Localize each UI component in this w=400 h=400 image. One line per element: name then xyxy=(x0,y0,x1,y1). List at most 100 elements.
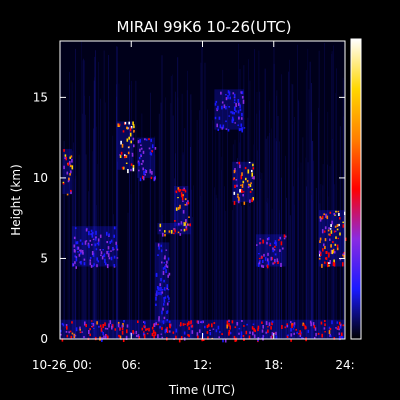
echo-pixel xyxy=(232,178,235,181)
echo-pixel xyxy=(156,293,158,296)
echo-pixel xyxy=(183,331,186,335)
echo-pixel xyxy=(73,249,76,253)
echo-pixel xyxy=(73,244,76,248)
echo-pixel xyxy=(156,290,158,294)
echo-pixel xyxy=(180,229,183,232)
echo-pixel xyxy=(252,323,255,325)
echo-pixel xyxy=(169,323,171,328)
echo-pixel xyxy=(61,322,64,325)
echo-pixel xyxy=(338,332,341,336)
echo-pixel xyxy=(151,150,153,153)
echo-pixel xyxy=(187,224,190,226)
echo-pixel xyxy=(249,199,251,203)
echo-pixel xyxy=(180,336,183,341)
echo-pixel xyxy=(108,257,111,260)
echo-pixel xyxy=(89,262,92,266)
echo-pixel xyxy=(157,254,159,256)
echo-pixel xyxy=(182,210,185,214)
echo-pixel xyxy=(237,110,240,114)
echo-pixel xyxy=(100,327,103,332)
echo-pixel xyxy=(164,233,166,237)
echo-pixel xyxy=(104,327,107,330)
echo-pixel xyxy=(329,335,332,337)
echo-pixel xyxy=(197,335,199,339)
echo-pixel xyxy=(113,264,116,267)
echo-pixel xyxy=(103,253,106,258)
echo-pixel xyxy=(182,200,184,202)
echo-pixel xyxy=(132,330,134,334)
echo-pixel xyxy=(233,201,236,205)
echo-pixel xyxy=(118,123,121,126)
echo-pixel xyxy=(238,117,240,120)
echo-pixel xyxy=(233,112,235,115)
echo-pixel xyxy=(330,244,332,248)
echo-pixel xyxy=(110,239,113,243)
echo-pixel xyxy=(163,303,165,306)
echo-pixel xyxy=(336,321,339,324)
echo-pixel xyxy=(89,259,92,262)
echo-pixel xyxy=(250,182,252,184)
echo-pixel xyxy=(83,258,86,261)
echo-pixel xyxy=(97,260,100,263)
echo-pixel xyxy=(161,327,163,330)
echo-pixel xyxy=(133,144,135,148)
echo-pixel xyxy=(68,331,70,334)
echo-pixel xyxy=(321,263,323,268)
echo-pixel xyxy=(332,241,334,243)
echo-pixel xyxy=(143,321,145,323)
echo-pixel xyxy=(232,92,235,95)
echo-pixel xyxy=(74,261,76,264)
echo-pixel xyxy=(102,254,105,257)
echo-pixel xyxy=(166,260,168,264)
echo-pixel xyxy=(130,163,133,166)
echo-pixel xyxy=(219,331,221,333)
echo-pixel xyxy=(80,260,82,265)
echo-pixel xyxy=(324,331,326,333)
echo-pixel xyxy=(228,332,230,336)
echo-pixel xyxy=(214,102,217,106)
echo-pixel xyxy=(328,264,330,267)
echo-pixel xyxy=(216,123,218,128)
echo-pixel xyxy=(338,328,340,331)
echo-pixel xyxy=(150,176,153,180)
echo-pixel xyxy=(336,228,339,231)
echo-pixel xyxy=(232,119,234,121)
echo-pixel xyxy=(111,324,114,328)
echo-pixel xyxy=(242,99,245,104)
echo-pixel xyxy=(225,94,227,96)
echo-pixel xyxy=(107,246,110,250)
echo-pixel xyxy=(266,264,269,269)
echo-pixel xyxy=(337,325,340,330)
echo-pixel xyxy=(121,166,124,169)
echo-pixel xyxy=(83,336,85,338)
echo-pixel xyxy=(240,123,243,127)
echo-pixel xyxy=(160,278,162,282)
echo-pixel xyxy=(133,131,135,133)
echo-pixel xyxy=(320,217,323,220)
echo-pixel xyxy=(319,216,322,219)
echo-pixel xyxy=(65,330,68,333)
echo-pixel xyxy=(163,262,166,264)
echo-pixel xyxy=(168,272,171,276)
cloud-feature xyxy=(174,186,190,227)
echo-pixel xyxy=(302,322,304,326)
cloud-feature xyxy=(62,148,74,196)
cloud-haze xyxy=(318,210,345,267)
x-tick-label: 24: xyxy=(335,358,354,372)
echo-pixel xyxy=(225,106,227,110)
echo-pixel xyxy=(224,338,227,343)
echo-pixel xyxy=(157,323,159,326)
echo-pixel xyxy=(327,229,330,232)
echo-pixel xyxy=(132,124,135,126)
echo-pixel xyxy=(60,333,62,336)
echo-pixel xyxy=(228,106,230,108)
echo-pixel xyxy=(75,257,78,262)
echo-pixel xyxy=(152,329,155,334)
echo-pixel xyxy=(340,335,343,339)
echo-pixel xyxy=(138,156,141,160)
echo-pixel xyxy=(133,129,135,132)
echo-pixel xyxy=(342,221,344,224)
echo-pixel xyxy=(336,224,339,227)
echo-pixel xyxy=(248,161,251,164)
echo-pixel xyxy=(95,230,97,235)
